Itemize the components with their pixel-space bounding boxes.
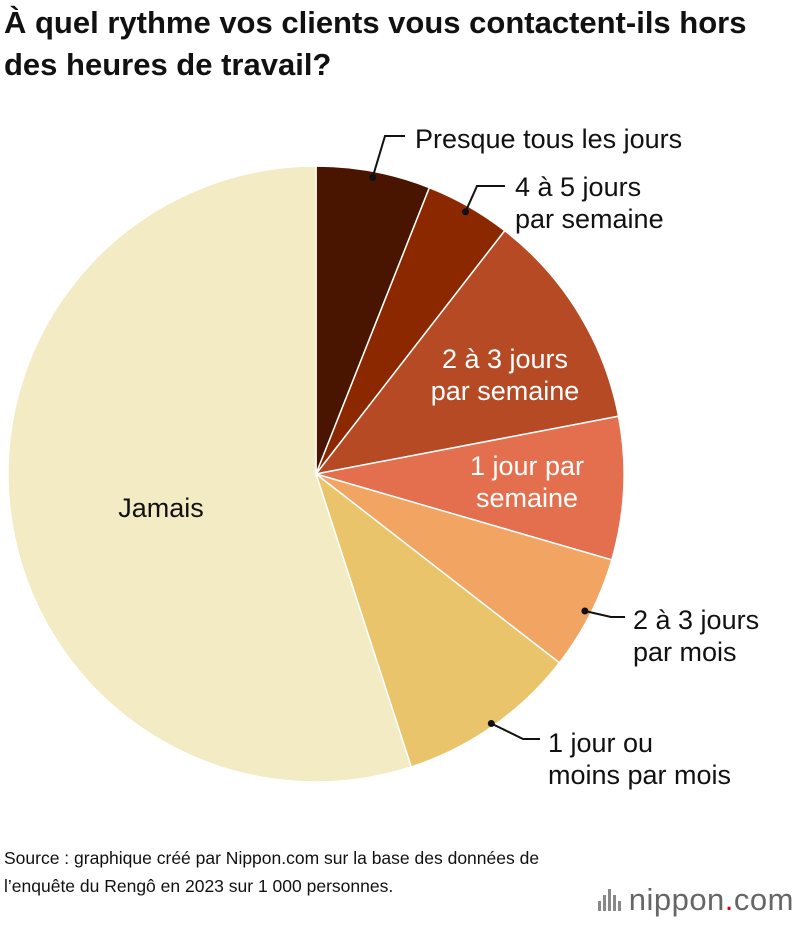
slice-jamais	[7, 165, 413, 783]
logo-mark-icon	[597, 889, 621, 911]
label-line: 1 jour ou	[548, 728, 653, 758]
label-line: moins par mois	[548, 760, 731, 790]
label-un-semaine: 1 jour par semaine	[470, 451, 584, 513]
label-line: par semaine	[515, 204, 664, 234]
logo-suffix: com	[733, 882, 794, 917]
label-line: par mois	[633, 637, 737, 667]
source-note: Source : graphique créé par Nippon.com s…	[4, 848, 540, 896]
leader-line-quatre-cinq	[464, 185, 505, 213]
label-line: Jamais	[118, 493, 204, 523]
slice-deux-trois-semaine	[314, 229, 620, 476]
label-deux-trois-semaine: 2 à 3 jours par semaine	[431, 344, 580, 406]
label-jamais: Jamais	[118, 493, 204, 523]
leader-line-deux-trois-mois	[584, 610, 625, 618]
leader-line-presque	[371, 135, 405, 178]
leader-dot-un-mois	[487, 720, 495, 727]
label-line: par semaine	[431, 376, 580, 406]
label-line: 2 à 3 jours	[633, 605, 759, 635]
label-un-mois: 1 jour ou moins par mois	[548, 728, 731, 790]
label-line: Presque tous les jours	[415, 124, 682, 154]
nippon-logo: nippon.com	[597, 882, 794, 918]
leader-dot-deux-trois-mois	[581, 607, 589, 615]
label-quatre-cinq: 4 à 5 jours par semaine	[515, 172, 664, 234]
label-deux-trois-mois: 2 à 3 jours par mois	[633, 605, 759, 667]
label-line: 2 à 3 jours	[442, 344, 568, 374]
label-line: semaine	[476, 483, 578, 513]
chart-title: À quel rythme vos clients vous contacten…	[4, 5, 747, 82]
logo-name: nippon	[628, 882, 725, 917]
leader-dot-quatre-cinq	[462, 208, 469, 216]
label-line: 4 à 5 jours	[515, 172, 641, 202]
logo-dot: .	[724, 882, 734, 917]
label-line: 1 jour par	[470, 451, 584, 481]
logo-text: nippon.com	[629, 882, 794, 918]
leader-line-un-mois	[490, 722, 540, 740]
slice-un-semaine	[315, 415, 625, 561]
leader-lines	[369, 135, 625, 740]
leader-dot-presque	[369, 174, 377, 181]
pie-slices	[7, 165, 625, 783]
label-presque: Presque tous les jours	[415, 124, 682, 154]
